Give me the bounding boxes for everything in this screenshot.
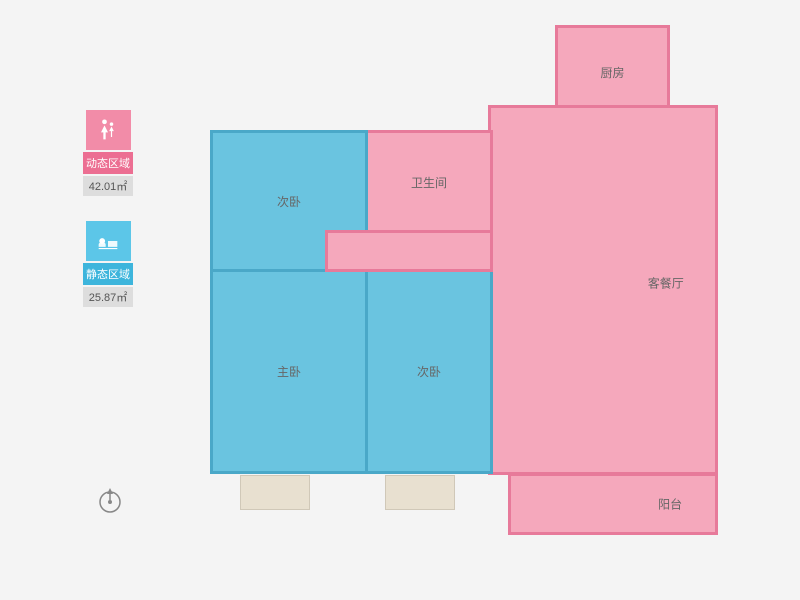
people-icon xyxy=(86,110,131,150)
room-label-bed-sec-2: 次卧 xyxy=(417,363,441,380)
room-label-bed-sec-1: 次卧 xyxy=(277,193,301,210)
room-living: 客餐厅 xyxy=(488,105,718,475)
compass-icon xyxy=(95,480,125,515)
window-1 xyxy=(385,475,455,510)
legend-static-value: 25.87㎡ xyxy=(83,287,133,307)
legend-dynamic-label: 动态区域 xyxy=(83,152,133,174)
room-balcony: 阳台 xyxy=(508,473,718,535)
legend-dynamic-value: 42.01㎡ xyxy=(83,176,133,196)
room-bathroom: 卫生间 xyxy=(365,130,493,235)
room-bed-master: 主卧 xyxy=(210,269,368,474)
room-label-kitchen: 厨房 xyxy=(600,64,624,81)
room-label-living: 客餐厅 xyxy=(648,274,684,291)
room-label-balcony: 阳台 xyxy=(658,496,682,513)
legend-dynamic: 动态区域 42.01㎡ xyxy=(78,110,138,196)
window-0 xyxy=(240,475,310,510)
room-bed-sec-2: 次卧 xyxy=(365,269,493,474)
sleep-icon xyxy=(86,221,131,261)
room-label-bed-master: 主卧 xyxy=(277,363,301,380)
room-label-bathroom: 卫生间 xyxy=(411,174,447,191)
floorplan: 厨房客餐厅卫生间次卧主卧次卧阳台 xyxy=(210,25,750,565)
legend-static: 静态区域 25.87㎡ xyxy=(78,221,138,307)
room-corridor xyxy=(325,230,493,272)
legend-static-label: 静态区域 xyxy=(83,263,133,285)
legend-panel: 动态区域 42.01㎡ 静态区域 25.87㎡ xyxy=(78,110,138,332)
